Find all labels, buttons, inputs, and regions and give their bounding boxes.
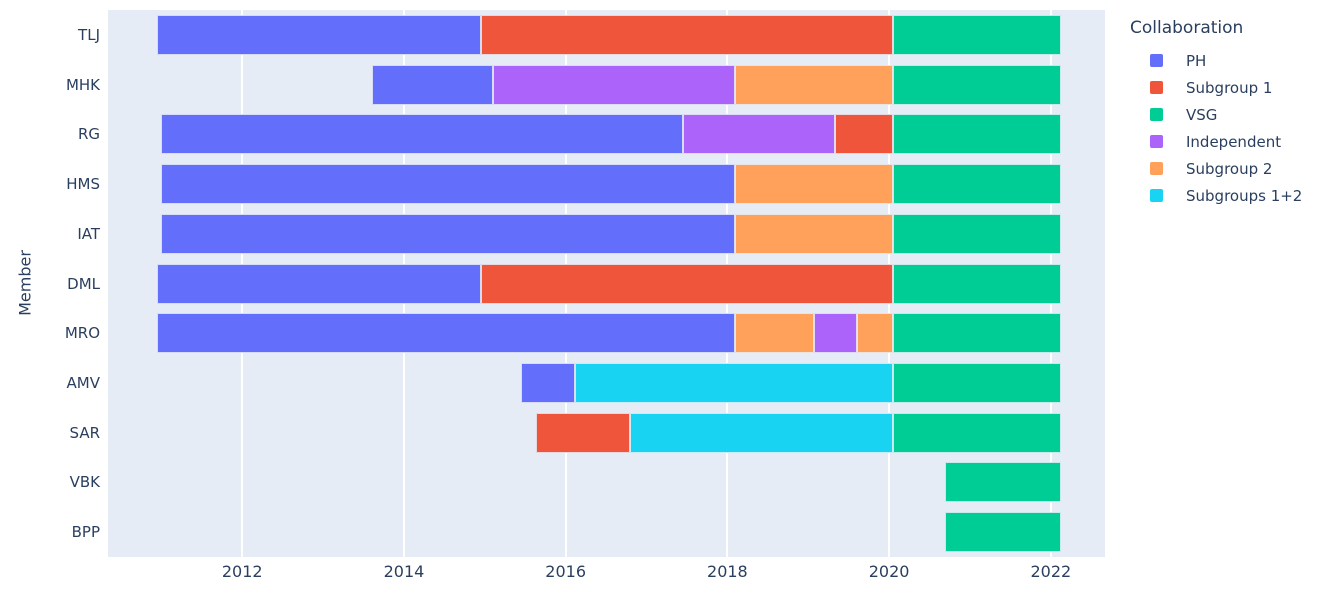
- legend-item-ph[interactable]: PH: [1150, 47, 1330, 74]
- bar-sar-subgroups-1-2[interactable]: [630, 412, 894, 453]
- legend-swatch-icon: [1150, 108, 1163, 121]
- y-tick-label-tlj: TLJ: [78, 25, 100, 44]
- bar-amv-subgroups-1-2[interactable]: [575, 362, 894, 403]
- legend-items: PH Subgroup 1 VSG Independent Subgroup 2 Subg…: [1130, 47, 1330, 209]
- legend-item-subgroup-2[interactable]: Subgroup 2: [1150, 155, 1330, 182]
- legend-item-label: Subgroup 1: [1186, 78, 1273, 97]
- legend-title: Collaboration: [1130, 18, 1244, 38]
- bar-iat-ph[interactable]: [161, 213, 736, 254]
- y-axis: TLJ MHK RG HMS IAT DML MRO AMV SAR VBK BPP: [0, 10, 100, 557]
- y-tick-label-amv: AMV: [66, 373, 100, 392]
- bar-mhk-vsg[interactable]: [893, 64, 1061, 105]
- y-tick-label-mro: MRO: [64, 324, 100, 343]
- bar-amv-ph[interactable]: [521, 362, 576, 403]
- legend-swatch-icon: [1150, 162, 1163, 175]
- x-tick-label-2014: 2014: [383, 562, 425, 581]
- legend-item-label: Subgroup 2: [1186, 159, 1273, 178]
- bar-mro-ph[interactable]: [157, 313, 736, 354]
- bar-dml-vsg[interactable]: [893, 263, 1061, 304]
- y-tick-label-iat: IAT: [77, 224, 100, 243]
- legend-item-subgroup-1[interactable]: Subgroup 1: [1150, 74, 1330, 101]
- x-tick-label-2020: 2020: [868, 562, 910, 581]
- legend-item-subgroups-1-2[interactable]: Subgroups 1+2: [1150, 182, 1330, 209]
- bar-hms-vsg[interactable]: [893, 164, 1061, 205]
- legend-item-label: VSG: [1186, 105, 1218, 124]
- bar-hms-subgroup-2[interactable]: [735, 164, 894, 205]
- bar-rg-ph[interactable]: [161, 114, 683, 155]
- bar-mro-independent[interactable]: [813, 313, 857, 354]
- legend-item-label: Subgroups 1+2: [1186, 186, 1303, 205]
- bar-rg-independent[interactable]: [682, 114, 835, 155]
- bar-iat-subgroup-2[interactable]: [735, 213, 894, 254]
- y-tick-label-rg: RG: [77, 125, 100, 144]
- y-tick-label-hms: HMS: [66, 175, 100, 194]
- bar-iat-vsg[interactable]: [893, 213, 1061, 254]
- bar-dml-subgroup-1[interactable]: [480, 263, 894, 304]
- y-tick-label-mhk: MHK: [65, 75, 100, 94]
- bar-tlj-ph[interactable]: [157, 14, 481, 55]
- bar-mhk-independent[interactable]: [492, 64, 736, 105]
- bar-mro-subgroup-2[interactable]: [856, 313, 894, 354]
- y-tick-label-dml: DML: [67, 274, 100, 293]
- bar-hms-ph[interactable]: [161, 164, 736, 205]
- bar-mro-vsg[interactable]: [893, 313, 1061, 354]
- bar-amv-vsg[interactable]: [893, 362, 1061, 403]
- legend-item-vsg[interactable]: VSG: [1150, 101, 1330, 128]
- plot-area: [108, 10, 1105, 557]
- legend-swatch-icon: [1150, 81, 1163, 94]
- bar-mhk-ph[interactable]: [371, 64, 493, 105]
- x-tick-label-2022: 2022: [1030, 562, 1072, 581]
- bar-rg-vsg[interactable]: [893, 114, 1061, 155]
- y-tick-label-sar: SAR: [69, 423, 100, 442]
- x-tick-label-2016: 2016: [545, 562, 587, 581]
- bar-bpp-vsg[interactable]: [944, 512, 1061, 553]
- x-tick-label-2018: 2018: [707, 562, 748, 581]
- bar-tlj-subgroup-1[interactable]: [480, 14, 894, 55]
- bar-rg-subgroup-1[interactable]: [834, 114, 894, 155]
- bar-vbk-vsg[interactable]: [944, 462, 1061, 503]
- legend-item-label: PH: [1186, 51, 1207, 70]
- legend-swatch-icon: [1150, 135, 1163, 148]
- legend-item-label: Independent: [1186, 132, 1282, 151]
- bar-tlj-vsg[interactable]: [893, 14, 1061, 55]
- y-tick-label-vbk: VBK: [69, 473, 100, 492]
- bar-mro-subgroup-2[interactable]: [735, 313, 814, 354]
- x-tick-label-2012: 2012: [221, 562, 263, 581]
- legend: Collaboration PH Subgroup 1 VSG Independent…: [1130, 18, 1330, 209]
- legend-item-independent[interactable]: Independent: [1150, 128, 1330, 155]
- bar-mhk-subgroup-2[interactable]: [735, 64, 894, 105]
- x-axis: 2012 2014 2016 2018 2020 2022: [108, 562, 1105, 586]
- y-tick-label-bpp: BPP: [71, 523, 100, 542]
- bar-sar-subgroup-1[interactable]: [535, 412, 631, 453]
- legend-swatch-icon: [1150, 54, 1163, 67]
- legend-swatch-icon: [1150, 189, 1163, 202]
- bar-sar-vsg[interactable]: [893, 412, 1061, 453]
- bar-dml-ph[interactable]: [157, 263, 481, 304]
